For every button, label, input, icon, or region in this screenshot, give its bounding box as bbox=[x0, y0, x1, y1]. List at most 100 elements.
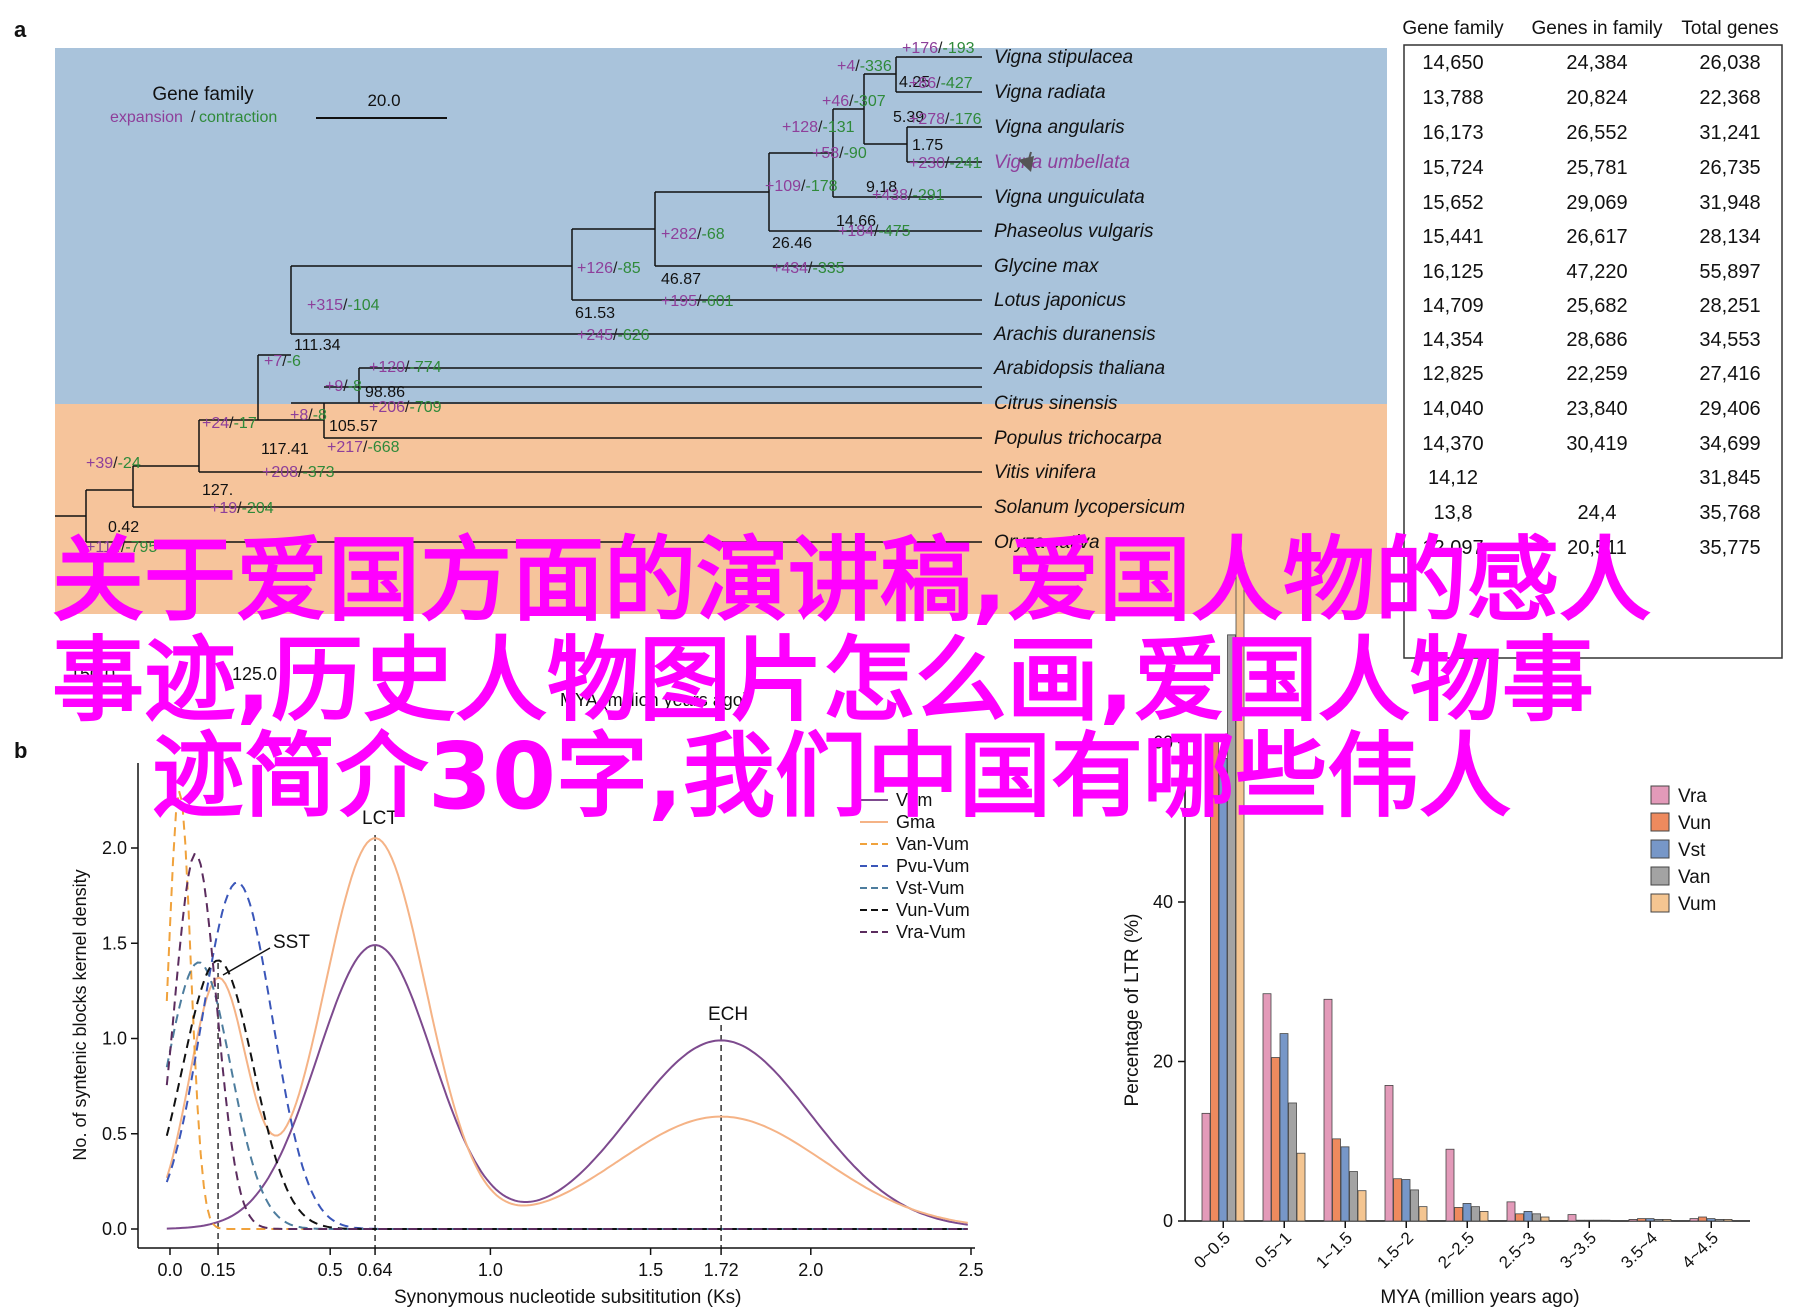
bar-vra bbox=[1567, 1214, 1577, 1222]
bar-vra bbox=[1323, 998, 1333, 1222]
x-tick-label: 1.5 bbox=[638, 1260, 663, 1280]
bar-vra bbox=[1201, 1112, 1211, 1222]
table-cell: 20,511 bbox=[1567, 537, 1627, 559]
umbellata-arrow-head bbox=[1018, 156, 1034, 172]
species-label: Arachis duranensis bbox=[993, 324, 1156, 345]
table-cell: 30,419 bbox=[1566, 433, 1627, 455]
gene-table-body: 14,650 24,384 26,038 13,788 20,824 22,368 16,1… bbox=[1422, 52, 1760, 559]
bar-legend-swatch bbox=[1650, 893, 1670, 913]
branch-change: +217/-668 bbox=[327, 439, 400, 456]
table-cell: 26,038 bbox=[1699, 52, 1760, 74]
bar-vra bbox=[1689, 1218, 1699, 1222]
overlay-line-1: 关于爱国方面的演讲稿,爱国人物的感人 bbox=[52, 527, 1651, 634]
table-cell: 14,12 bbox=[1428, 467, 1478, 489]
tree-axis-tick-125: 125.0 bbox=[232, 664, 277, 684]
table-cell: 47,220 bbox=[1566, 261, 1627, 283]
tree-axis-tick-150: 150.0 bbox=[70, 664, 115, 684]
bar-legend-label: Vum bbox=[1678, 894, 1716, 915]
legend-contraction: contraction bbox=[199, 109, 277, 126]
table-cell: 28,251 bbox=[1699, 295, 1760, 317]
branch-change: +24/-17 bbox=[202, 415, 257, 432]
branch-change: +86/-427 bbox=[909, 75, 973, 92]
density-legend-label: Gma bbox=[896, 812, 936, 832]
branch-change: +58/-90 bbox=[812, 145, 867, 162]
bar-y-tick-label: 60 bbox=[1153, 733, 1173, 753]
bar-vst bbox=[1584, 1219, 1594, 1222]
table-cell: 29,069 bbox=[1566, 192, 1627, 214]
bar-vra bbox=[1506, 1201, 1516, 1222]
table-cell: 35,775 bbox=[1699, 537, 1760, 559]
bar-vst bbox=[1340, 1146, 1350, 1222]
density-axes: 0.0 0.5 1.0 1.5 2.0 0.0 0.15 0.5 0.64 1.0 1.5 1.72 2… bbox=[102, 763, 984, 1280]
bar-x-tick-label: 1.5~2 bbox=[1373, 1228, 1417, 1272]
branch-change: +4/-336 bbox=[837, 58, 892, 75]
branch-change: +206/-709 bbox=[369, 399, 442, 416]
y-tick-label: 1.5 bbox=[102, 933, 127, 953]
branch-change: +8/-8 bbox=[290, 407, 327, 424]
bar-vun bbox=[1454, 1207, 1463, 1222]
species-label: Lotus japonicus bbox=[994, 290, 1127, 311]
table-cell: 55,897 bbox=[1699, 261, 1760, 283]
species-label: Citrus sinensis bbox=[994, 393, 1118, 414]
bar-vum bbox=[1235, 562, 1245, 1222]
y-tick-label: 0.0 bbox=[102, 1219, 127, 1239]
table-cell: 26,617 bbox=[1566, 226, 1627, 248]
bar-vum bbox=[1540, 1216, 1550, 1222]
table-cell: 14,354 bbox=[1422, 329, 1483, 351]
branch-change: +128/-131 bbox=[782, 119, 855, 136]
gene-family-legend-title: Gene family bbox=[152, 84, 254, 105]
node-age: 5.39 bbox=[893, 109, 924, 126]
table-cell: 23,840 bbox=[1566, 398, 1627, 420]
y-tick-label: 2.0 bbox=[102, 838, 127, 858]
node-age: 1.75 bbox=[912, 137, 943, 154]
density-legend-label: Vum bbox=[896, 790, 932, 810]
bar-vun bbox=[1210, 735, 1219, 1222]
bar-vra bbox=[1445, 1148, 1455, 1222]
table-cell: 29,406 bbox=[1699, 398, 1760, 420]
table-cell: 14,650 bbox=[1422, 52, 1483, 74]
species-label: Vitis vinifera bbox=[994, 462, 1096, 483]
x-tick-label: 1.72 bbox=[704, 1260, 739, 1280]
bar-van bbox=[1227, 634, 1236, 1222]
bar-x-tick-label: 2~2.5 bbox=[1434, 1228, 1478, 1272]
x-tick-label: 0.64 bbox=[358, 1260, 393, 1280]
table-cell: 16,173 bbox=[1422, 122, 1483, 144]
species-label: Vigna angularis bbox=[994, 117, 1125, 138]
legend-slash: / bbox=[191, 109, 196, 126]
bar-legend-swatch bbox=[1650, 839, 1670, 859]
branch-change: +176/-193 bbox=[902, 40, 975, 57]
node-age: 111.34 bbox=[294, 337, 341, 354]
branch-change: +282/-68 bbox=[661, 226, 725, 243]
bar-vun bbox=[1698, 1216, 1707, 1222]
x-tick-label: 2.0 bbox=[798, 1260, 823, 1280]
species-label: Populus trichocarpa bbox=[994, 428, 1162, 449]
node-age: 0.42 bbox=[108, 519, 139, 536]
table-cell: 31,241 bbox=[1699, 122, 1760, 144]
bar-vum bbox=[1601, 1219, 1611, 1222]
branch-change: +120/-774 bbox=[369, 359, 442, 376]
node-age: 127. bbox=[202, 482, 233, 499]
bar-vun bbox=[1393, 1178, 1402, 1222]
bar-vst bbox=[1218, 758, 1228, 1222]
branch-change: +315/-104 bbox=[307, 297, 380, 314]
node-age: 117.41 bbox=[261, 441, 309, 458]
bar-vst bbox=[1706, 1218, 1716, 1222]
table-cell: 22,259 bbox=[1566, 363, 1627, 385]
table-cell: 26,552 bbox=[1566, 122, 1627, 144]
density-legend-label: Vst-Vum bbox=[896, 878, 964, 898]
table-header-genes-in-family: Genes in family bbox=[1532, 18, 1663, 39]
table-header-gene-family: Gene family bbox=[1402, 18, 1504, 39]
bar-legend-label: Vst bbox=[1678, 840, 1706, 861]
table-cell: 22,368 bbox=[1699, 87, 1760, 109]
bar-vum bbox=[1479, 1211, 1489, 1222]
x-tick-label: 0.5 bbox=[318, 1260, 343, 1280]
bar-vum bbox=[1418, 1206, 1428, 1222]
bar-x-axis-label: MYA (million years ago) bbox=[1380, 1287, 1579, 1308]
bar-vst bbox=[1462, 1203, 1472, 1222]
table-cell: 16,125 bbox=[1422, 261, 1483, 283]
table-cell: 31,845 bbox=[1699, 467, 1760, 489]
species-label: Vigna radiata bbox=[994, 82, 1106, 103]
overlay-line-3: 迹简介30字,我们中国有哪些伟人 bbox=[152, 723, 1511, 830]
bar-legend-label: Vra bbox=[1678, 786, 1707, 807]
bar-van bbox=[1715, 1219, 1724, 1222]
